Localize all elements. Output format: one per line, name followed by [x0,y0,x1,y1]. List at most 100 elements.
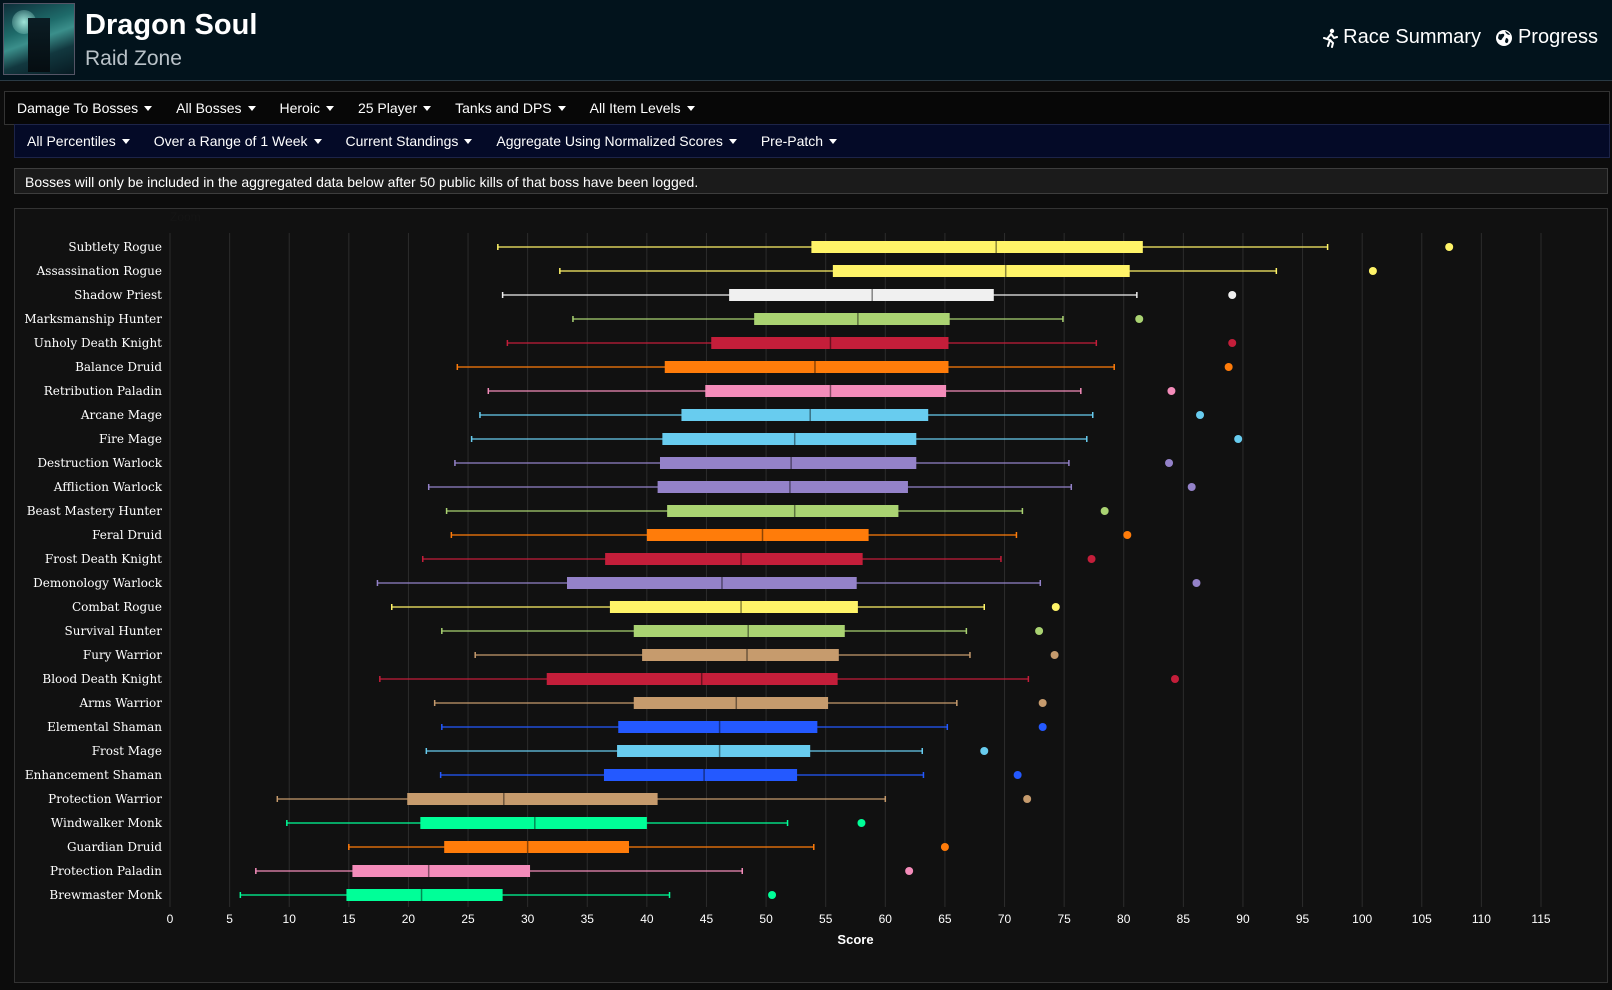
x-tick-label: 45 [700,912,714,926]
size-dropdown[interactable]: 25 Player [346,100,443,116]
chevron-down-icon [557,105,566,111]
x-tick-label: 65 [938,912,952,926]
x-tick-label: 25 [461,912,475,926]
box [605,553,863,565]
x-tick-label: 100 [1352,912,1372,926]
chevron-down-icon [686,105,695,111]
category-label: Fire Mage [99,432,162,446]
x-tick-label: 10 [283,912,297,926]
box [633,697,829,709]
progress-label: Progress [1517,26,1598,48]
category-label: Retribution Paladin [44,384,163,398]
difficulty-dropdown[interactable]: Heroic [268,100,346,116]
chevron-down-icon [247,105,256,111]
x-tick-label: 90 [1236,912,1250,926]
box [729,289,994,301]
outlier-point [940,843,949,851]
outlier-point [1123,531,1132,539]
aggregate-dropdown-label: Aggregate Using Normalized Scores [496,133,723,149]
chevron-down-icon [144,105,153,111]
outlier-point [1167,387,1176,395]
patch-dropdown[interactable]: Pre-Patch [749,133,849,149]
outlier-point [1038,723,1047,731]
outlier-point [1038,699,1047,707]
x-tick-label: 30 [521,912,535,926]
box [711,337,949,349]
category-label: Arcane Mage [80,408,162,422]
percentile-dropdown[interactable]: All Percentiles [15,133,142,149]
box [546,673,838,685]
box [832,265,1130,277]
x-tick-label: 85 [1177,912,1191,926]
header: Dragon Soul Raid Zone Race Summary Progr… [0,0,1612,81]
top-links: Race Summary Progress [1322,26,1598,49]
x-tick-label: 50 [759,912,773,926]
page-subtitle: Raid Zone [85,47,182,70]
chevron-down-icon [325,105,334,111]
box [633,625,845,637]
zoom-label: Zoom [170,210,201,224]
outlier-point [1023,795,1032,803]
patch-dropdown-label: Pre-Patch [760,133,824,149]
outlier-point [1368,267,1377,275]
box [705,385,947,397]
boss-dropdown[interactable]: All Bosses [164,100,267,116]
standings-dropdown-label: Current Standings [345,133,459,149]
box [566,577,857,589]
outlier-point [905,867,914,875]
category-label: Brewmaster Monk [49,888,162,902]
item-level-dropdown[interactable]: All Item Levels [578,100,707,116]
x-tick-label: 110 [1472,912,1491,926]
category-label: Shadow Priest [74,288,162,302]
box [609,601,858,613]
box [444,841,629,853]
category-label: Protection Warrior [48,792,162,806]
zone-image [3,3,75,75]
outlier-point [857,819,866,827]
outlier-point [1035,627,1044,635]
race-summary-label: Race Summary [1343,26,1481,48]
outlier-point [980,747,989,755]
metric-dropdown[interactable]: Damage To Bosses [5,100,164,116]
running-icon [1323,28,1339,48]
aggregate-dropdown[interactable]: Aggregate Using Normalized Scores [484,133,748,149]
outlier-point [1192,579,1201,587]
category-label: Survival Hunter [65,624,163,638]
category-label: Frost Mage [92,744,162,758]
role-dropdown[interactable]: Tanks and DPS [443,100,578,116]
range-dropdown-label: Over a Range of 1 Week [153,133,308,149]
boxplot-chart[interactable]: Zoom 0 5 10 15 20 25 30 35 40 45 50 55 60 65 70 75 80 85 90… [15,209,1609,984]
box [420,817,647,829]
outlier-point [1100,507,1109,515]
boss-dropdown-label: All Bosses [176,100,242,116]
chevron-down-icon [464,138,473,144]
x-tick-label: 75 [1057,912,1071,926]
chevron-down-icon [313,138,322,144]
chevron-down-icon [121,138,130,144]
category-label: Fury Warrior [83,648,162,662]
x-tick-label: 55 [819,912,833,926]
category-label: Arms Warrior [79,696,163,710]
outlier-point [768,891,777,899]
category-label: Assassination Rogue [36,264,162,278]
difficulty-dropdown-label: Heroic [279,100,320,116]
x-tick-label: 0 [167,912,174,926]
category-label: Frost Death Knight [45,552,162,566]
race-summary-link[interactable]: Race Summary [1322,26,1481,49]
x-tick-label: 95 [1296,912,1310,926]
category-label: Feral Druid [92,528,162,542]
outlier-point [1087,555,1096,563]
outlier-point [1445,243,1454,251]
standings-dropdown[interactable]: Current Standings [334,133,485,149]
x-tick-label: 80 [1117,912,1131,926]
percentile-dropdown-label: All Percentiles [27,133,116,149]
outlier-point [1171,675,1180,683]
page-title: Dragon Soul [85,9,258,41]
x-tick-label: 15 [342,912,356,926]
outlier-point [1050,651,1059,659]
progress-link[interactable]: Progress [1495,26,1598,49]
outlier-point [1165,459,1174,467]
x-axis-label: Score [837,932,873,947]
range-dropdown[interactable]: Over a Range of 1 Week [142,133,334,149]
category-label: Affliction Warlock [53,480,163,494]
